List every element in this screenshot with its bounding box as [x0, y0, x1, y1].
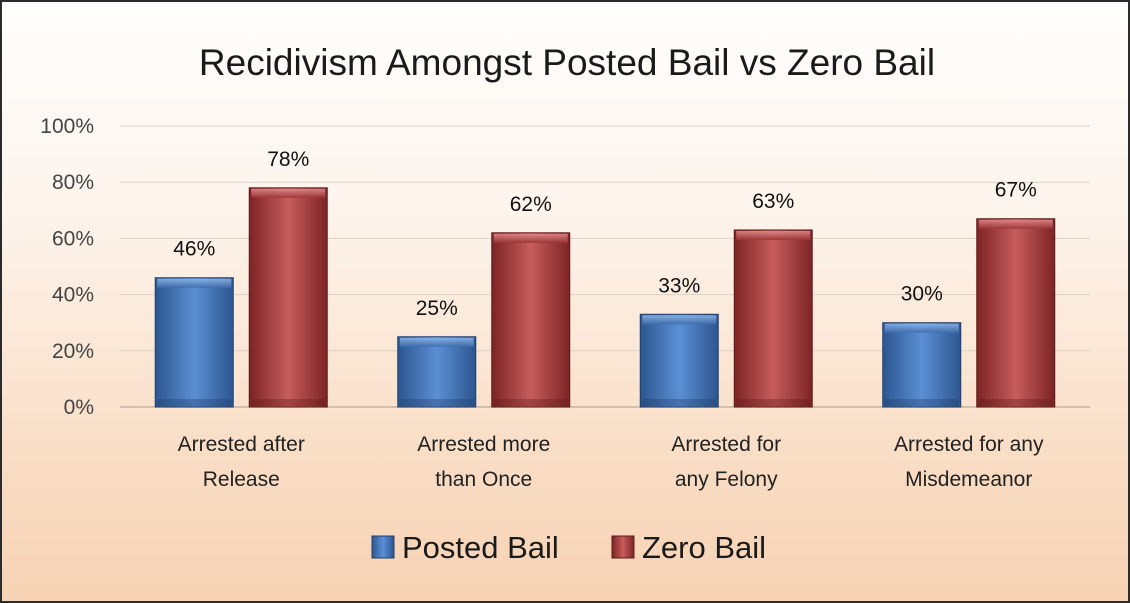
x-tick-label: Arrested for any: [894, 433, 1044, 456]
bar-bevel-bottom: [884, 399, 959, 406]
bar-posted-bail: [882, 322, 962, 408]
bar-bevel-bottom: [493, 399, 568, 406]
data-label-zero-bail: 62%: [510, 193, 552, 216]
legend-label-zero-bail: Zero Bail: [642, 530, 766, 565]
bar-bevel-bottom: [251, 399, 326, 406]
legend: Posted Bail Zero Bail: [371, 530, 766, 565]
y-tick-label: 60%: [52, 227, 94, 250]
x-tick-label: Release: [203, 468, 280, 491]
y-tick-label: 100%: [40, 115, 94, 138]
x-tick-label: Arrested more: [417, 433, 550, 456]
bar-bevel-top: [493, 233, 568, 243]
bar-bevel-top: [736, 230, 811, 240]
data-label-posted-bail: 33%: [658, 274, 700, 297]
bar-bevel-top: [978, 219, 1053, 229]
bar-bevel-bottom: [399, 399, 474, 406]
bar-bevel-bottom: [736, 399, 811, 406]
bar-posted-bail: [639, 313, 719, 408]
bar-bevel-top: [884, 323, 959, 333]
bar-bevel-bottom: [157, 399, 232, 406]
legend-swatch-zero-bail: [611, 535, 635, 559]
bar-posted-bail: [154, 277, 234, 408]
chart-title: Recidivism Amongst Posted Bail vs Zero B…: [199, 42, 935, 83]
data-label-zero-bail: 78%: [267, 148, 309, 171]
legend-swatch-posted-bail: [371, 535, 395, 559]
bar-bevel-top: [642, 315, 717, 325]
bar-posted-bail: [397, 336, 477, 408]
bar-bevel-bottom: [978, 399, 1053, 406]
bar-zero-bail: [491, 232, 571, 408]
data-label-posted-bail: 46%: [173, 238, 215, 261]
y-tick-label: 20%: [52, 340, 94, 363]
x-tick-label: Arrested for: [671, 433, 781, 456]
data-label-zero-bail: 63%: [752, 190, 794, 213]
bar-zero-bail: [733, 229, 813, 408]
bar-bevel-top: [157, 278, 232, 288]
x-tick-label: any Felony: [675, 468, 778, 491]
x-tick-label: Misdemeanor: [905, 468, 1032, 491]
x-tick-label: than Once: [435, 468, 532, 491]
y-tick-label: 0%: [64, 396, 94, 419]
y-tick-label: 80%: [52, 171, 94, 194]
bar-zero-bail: [976, 218, 1056, 408]
data-label-posted-bail: 25%: [416, 297, 458, 320]
bar-zero-bail: [248, 187, 328, 408]
x-tick-label: Arrested after: [178, 433, 305, 456]
bar-bevel-top: [399, 337, 474, 347]
legend-label-posted-bail: Posted Bail: [402, 530, 559, 565]
bar-bevel-bottom: [642, 399, 717, 406]
bar-bevel-top: [251, 188, 326, 198]
data-label-posted-bail: 30%: [901, 283, 943, 306]
y-tick-label: 40%: [52, 284, 94, 307]
data-label-zero-bail: 67%: [995, 179, 1037, 202]
